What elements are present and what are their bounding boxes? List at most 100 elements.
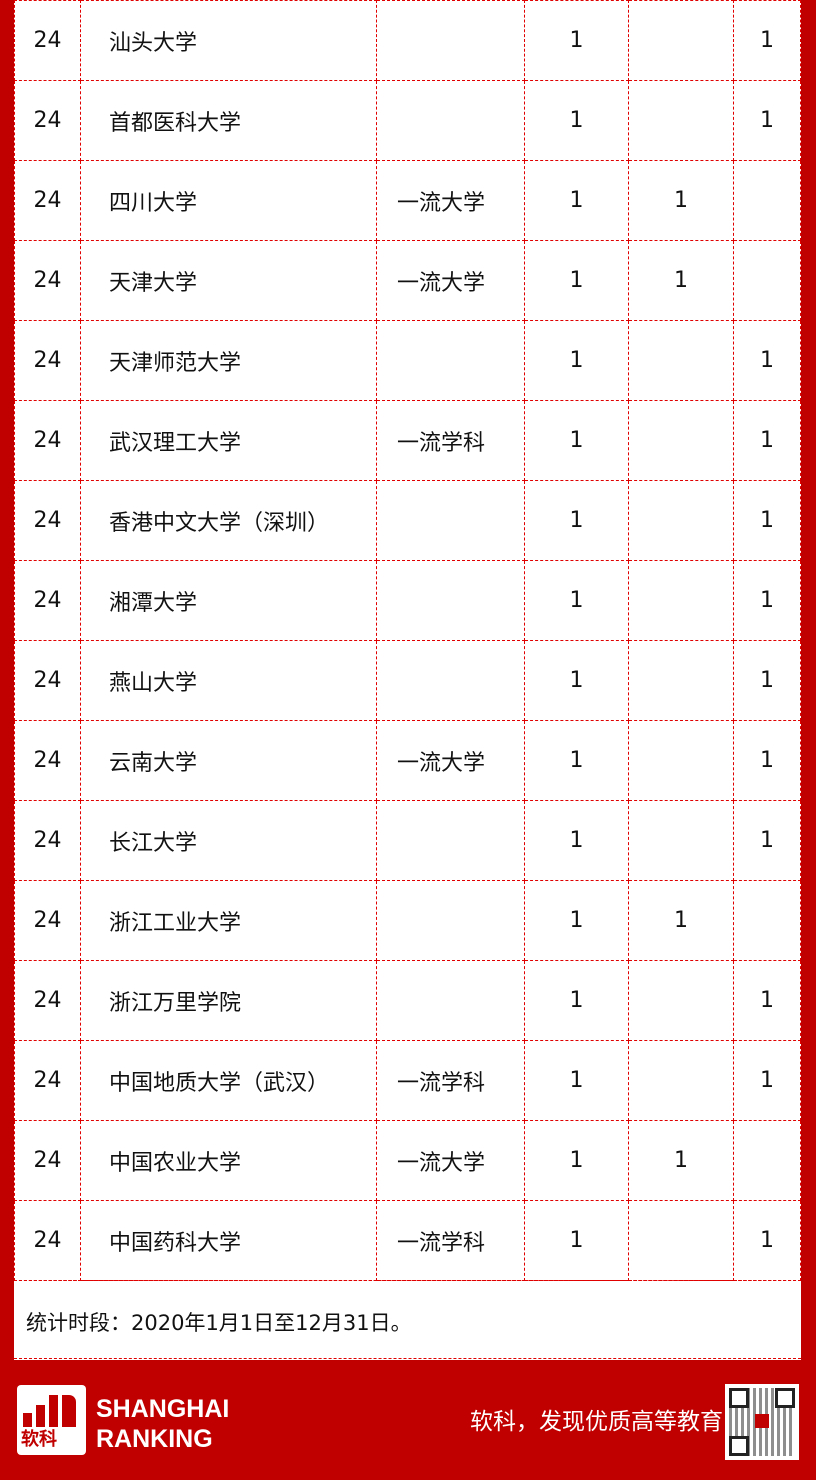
brand-line-1: SHANGHAI: [96, 1395, 230, 1423]
cell-count-b: [628, 560, 734, 641]
cell-count-a: 1: [524, 720, 629, 801]
cell-category: [376, 0, 525, 81]
cell-category: [376, 480, 525, 561]
cell-category: 一流学科: [376, 400, 525, 481]
cell-university: 燕山大学: [80, 640, 377, 721]
table-row: 24 首都医科大学 1 1: [14, 80, 801, 161]
table-row: 24 中国药科大学 一流学科 1 1: [14, 1200, 801, 1281]
table-row: 24 云南大学 一流大学 1 1: [14, 720, 801, 801]
cell-rank: 24: [14, 800, 81, 881]
cell-university: 香港中文大学（深圳）: [80, 480, 377, 561]
table-row: 24 香港中文大学（深圳） 1 1: [14, 480, 801, 561]
cell-count-b: [628, 720, 734, 801]
table-row: 24 燕山大学 1 1: [14, 640, 801, 721]
cell-count-b: [628, 320, 734, 401]
cell-rank: 24: [14, 720, 81, 801]
logo-text: 软科: [21, 1429, 57, 1450]
cell-category: 一流大学: [376, 1120, 525, 1201]
cell-university: 长江大学: [80, 800, 377, 881]
cell-category: [376, 560, 525, 641]
cell-rank: 24: [14, 1040, 81, 1121]
table-row: 24 浙江工业大学 1 1: [14, 880, 801, 961]
cell-rank: 24: [14, 1200, 81, 1281]
cell-rank: 24: [14, 80, 81, 161]
cell-university: 首都医科大学: [80, 80, 377, 161]
cell-count-b: [628, 1040, 734, 1121]
cell-category: 一流大学: [376, 720, 525, 801]
cell-university: 武汉理工大学: [80, 400, 377, 481]
cell-count-a: 1: [524, 1040, 629, 1121]
brand-name: SHANGHAI RANKING: [96, 1394, 229, 1454]
cell-count-c: [733, 1120, 801, 1201]
slogan: 软科，发现优质高等教育: [470, 1409, 723, 1435]
cell-university: 汕头大学: [80, 0, 377, 81]
cell-count-c: 1: [733, 800, 801, 881]
cell-count-c: 1: [733, 80, 801, 161]
cell-count-b: [628, 800, 734, 881]
cell-rank: 24: [14, 160, 81, 241]
cell-rank: 24: [14, 960, 81, 1041]
cell-category: [376, 80, 525, 161]
cell-count-b: [628, 1200, 734, 1281]
cell-university: 四川大学: [80, 160, 377, 241]
cell-category: [376, 320, 525, 401]
cell-count-c: [733, 880, 801, 961]
table-row: 24 中国地质大学（武汉） 一流学科 1 1: [14, 1040, 801, 1121]
cell-count-a: 1: [524, 800, 629, 881]
cell-count-a: 1: [524, 1200, 629, 1281]
table-row: 24 浙江万里学院 1 1: [14, 960, 801, 1041]
cell-category: 一流大学: [376, 160, 525, 241]
cell-count-b: [628, 480, 734, 561]
cell-count-c: 1: [733, 560, 801, 641]
cell-category: 一流大学: [376, 240, 525, 321]
cell-count-c: 1: [733, 320, 801, 401]
cell-count-a: 1: [524, 320, 629, 401]
cell-count-a: 1: [524, 480, 629, 561]
cell-count-b: [628, 640, 734, 721]
cell-count-a: 1: [524, 560, 629, 641]
table-row: 24 中国农业大学 一流大学 1 1: [14, 1120, 801, 1201]
cell-count-a: 1: [524, 160, 629, 241]
cell-rank: 24: [14, 0, 81, 81]
cell-count-a: 1: [524, 400, 629, 481]
cell-rank: 24: [14, 640, 81, 721]
cell-count-c: [733, 160, 801, 241]
shanghai-ranking-logo: 软科: [17, 1385, 86, 1455]
table-row: 24 天津大学 一流大学 1 1: [14, 240, 801, 321]
cell-university: 浙江万里学院: [80, 960, 377, 1041]
cell-university: 浙江工业大学: [80, 880, 377, 961]
cell-count-c: 1: [733, 0, 801, 81]
cell-university: 中国农业大学: [80, 1120, 377, 1201]
cell-count-c: 1: [733, 400, 801, 481]
cell-count-a: 1: [524, 240, 629, 321]
table-row: 24 湘潭大学 1 1: [14, 560, 801, 641]
statistics-period-note: 统计时段：2020年1月1日至12月31日。: [14, 1280, 801, 1359]
cell-rank: 24: [14, 320, 81, 401]
cell-category: [376, 960, 525, 1041]
cell-rank: 24: [14, 480, 81, 561]
cell-count-a: 1: [524, 1120, 629, 1201]
brand-line-2: RANKING: [96, 1425, 213, 1453]
cell-count-c: 1: [733, 1200, 801, 1281]
cell-category: 一流学科: [376, 1200, 525, 1281]
footer: 软科 SHANGHAI RANKING 软科，发现优质高等教育: [0, 1360, 816, 1480]
cell-count-b: 1: [628, 880, 734, 961]
cell-rank: 24: [14, 400, 81, 481]
cell-category: [376, 800, 525, 881]
cell-rank: 24: [14, 560, 81, 641]
table-row: 24 四川大学 一流大学 1 1: [14, 160, 801, 241]
cell-count-b: 1: [628, 240, 734, 321]
cell-university: 云南大学: [80, 720, 377, 801]
cell-university: 天津大学: [80, 240, 377, 321]
cell-count-c: 1: [733, 720, 801, 801]
cell-category: 一流学科: [376, 1040, 525, 1121]
cell-count-a: 1: [524, 640, 629, 721]
ranking-table: 24 汕头大学 1 1 24 首都医科大学 1 1 24 四川大学 一流大学 1 1 24 天津大学 一流大学…: [14, 0, 801, 1281]
cell-rank: 24: [14, 1120, 81, 1201]
cell-count-a: 1: [524, 80, 629, 161]
cell-count-b: [628, 0, 734, 81]
cell-count-a: 1: [524, 960, 629, 1041]
table-panel: 24 汕头大学 1 1 24 首都医科大学 1 1 24 四川大学 一流大学 1 1 24 天津大学 一流大学…: [14, 0, 801, 1360]
cell-university: 中国地质大学（武汉）: [80, 1040, 377, 1121]
qr-code-icon: [725, 1384, 799, 1460]
